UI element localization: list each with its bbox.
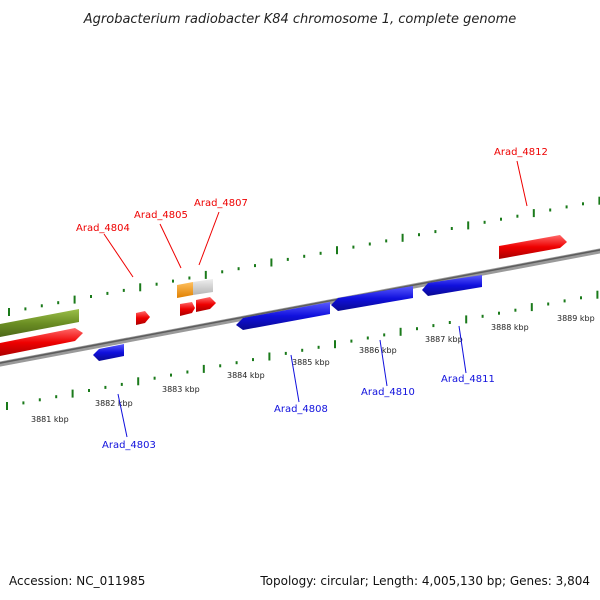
scale-tick-label: 3882 kbp <box>95 399 133 408</box>
leader-arad4803 <box>117 393 128 438</box>
genome-summary-text: Topology: circular; Length: 4,005,130 bp… <box>260 574 590 588</box>
gene-feature-orange[interactable] <box>177 282 193 298</box>
map-title: Agrobacterium radiobacter K84 chromosome… <box>83 12 516 27</box>
scale-tick-label: 3887 kbp <box>425 335 463 344</box>
scale-tick-labels: 3881 kbp 3882 kbp 3883 kbp 3884 kbp 3885 kbp… <box>31 314 595 424</box>
leader-arad4812 <box>516 160 528 207</box>
leader-arad4808 <box>290 354 300 403</box>
accession-text: Accession: NC_011985 <box>9 574 146 588</box>
scale-tick-label: 3883 kbp <box>162 385 200 394</box>
label-arad4808[interactable]: Arad_4808 <box>274 404 328 415</box>
leader-arad4810 <box>379 339 388 387</box>
label-arad4812[interactable]: Arad_4812 <box>494 147 548 158</box>
gene-feature-arad4803[interactable] <box>93 344 124 361</box>
leader-arad4804 <box>103 233 134 278</box>
gene-feature-arad4811[interactable] <box>422 275 482 296</box>
label-arad4804[interactable]: Arad_4804 <box>76 223 130 234</box>
leader-arad4811 <box>458 325 467 374</box>
label-arad4805[interactable]: Arad_4805 <box>134 210 188 221</box>
upper-tick-track <box>8 196 600 316</box>
label-arad4811[interactable]: Arad_4811 <box>441 374 495 385</box>
scale-tick-label: 3881 kbp <box>31 415 69 424</box>
gene-feature-left[interactable] <box>0 328 83 357</box>
gene-feature-arad4812[interactable] <box>499 235 567 259</box>
backbone <box>0 248 600 367</box>
gene-feature-arad4807[interactable] <box>196 297 216 312</box>
label-arad4807[interactable]: Arad_4807 <box>194 198 248 209</box>
leader-arad4805 <box>159 223 182 269</box>
leader-arad4807 <box>198 211 220 266</box>
scale-tick-label: 3885 kbp <box>292 358 330 367</box>
gene-feature-gray[interactable] <box>193 279 213 295</box>
label-arad4810[interactable]: Arad_4810 <box>361 387 415 398</box>
scale-tick-label: 3884 kbp <box>227 371 265 380</box>
gene-feature-arad4805[interactable] <box>180 302 195 316</box>
gene-feature-arad4810[interactable] <box>331 286 413 311</box>
label-arad4803[interactable]: Arad_4803 <box>102 440 156 451</box>
gene-feature-small[interactable] <box>136 311 150 325</box>
scale-tick-label: 3886 kbp <box>359 346 397 355</box>
backbone-edge <box>0 249 600 364</box>
scale-tick-label: 3888 kbp <box>491 323 529 332</box>
lower-tick-track <box>6 290 599 410</box>
rna-feature-left[interactable] <box>0 309 79 338</box>
gene-feature-arad4808[interactable] <box>236 302 330 330</box>
scale-tick-label: 3889 kbp <box>557 314 595 323</box>
